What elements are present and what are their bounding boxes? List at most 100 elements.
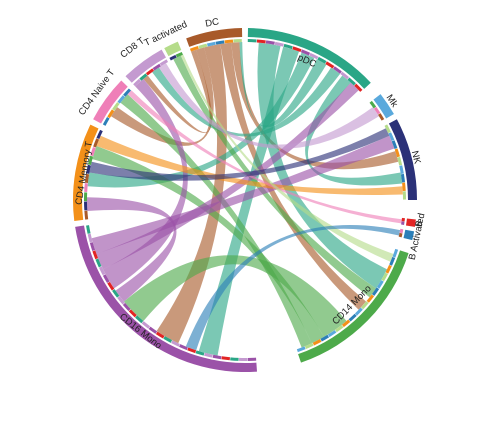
inner-ring-tick [402,191,406,200]
inner-ring-tick [340,71,350,80]
inner-ring-tick [381,272,388,282]
inner-ring-tick [88,155,94,165]
inner-ring-tick [171,340,180,347]
inner-ring-tick [389,256,396,266]
chord-ribbon-cd14-cd4m [92,145,324,344]
inner-ring-tick [296,346,306,353]
inner-ring-tick [233,39,242,43]
inner-ring-tick [122,302,131,312]
inner-ring-tick [102,116,110,126]
inner-ring-tick [98,266,106,276]
chord-ribbon-cd4m-nk [96,135,403,195]
inner-ring-tick [84,201,88,211]
inner-ring-tick [175,51,183,58]
inner-ring-tick [388,132,395,141]
inner-ring-tick [90,146,96,157]
segment-arc-cd14 [298,250,409,363]
chord-ribbon-cd16-cd4m [86,197,177,302]
inner-ring-tick [93,138,100,148]
chord-ribbon-cd16-cd8 [102,78,188,289]
inner-ring-tick [95,258,102,268]
inner-ring-tick [399,228,404,234]
segment-arc-cd16 [75,225,258,372]
chord-ribbon-nk-cd4m [89,128,390,181]
inner-ring-tick [247,357,257,361]
chord-ribbon-cd16-nk [91,135,395,255]
inner-ring-tick [84,173,90,183]
inner-ring-tick [169,54,177,61]
inner-ring-tick [145,68,155,76]
inner-ring-tick [327,330,337,338]
inner-ring-tick [392,248,399,258]
inner-ring-tick [148,326,158,334]
inner-ring-tick [112,102,120,111]
segment-arc-bact [403,229,415,241]
chord-ribbon-cd14-cd4n [120,94,312,348]
inner-ring-tick [247,39,257,43]
inner-ring-tick [399,165,404,174]
segment-arc-dc [186,28,243,47]
segment-arc-layer [72,28,417,372]
chord-ribbon-pdc-nk [305,75,403,186]
inner-ring-tick [141,321,151,329]
inner-ring-tick [366,294,375,303]
inner-ring-tick [341,319,351,328]
inner-ring-tick [283,43,293,50]
segment-arc-cd4n [93,80,128,124]
inner-ring-tick [238,357,248,361]
inner-ring-tick [304,342,314,349]
segment-arc-tact [164,41,182,57]
inner-ring-tick [394,148,400,158]
inner-ring-tick [128,309,137,318]
inner-ring-tick [274,41,284,47]
inner-ring-tick [360,301,369,310]
inner-ring-tick [300,49,311,56]
inner-ring-tick [347,77,356,86]
segment-arc-mk [373,94,394,119]
inner-ring-tick [159,59,169,67]
segment-arc-cd8 [125,49,166,83]
inner-ring-tick [133,78,142,87]
inner-ring-tick [373,106,381,115]
chord-ribbon-dc-cd16 [156,43,227,344]
inner-ring-tick [320,334,330,342]
inner-ring-tick [117,296,125,305]
chord-ribbon-pdc-cd4m [87,52,315,188]
chord-ribbon-cd14-cd16 [123,255,347,337]
inner-ring-tick [398,232,403,238]
inner-ring-tick [384,124,391,134]
inner-ring-tick [117,95,126,104]
inner-ring-tick [376,280,384,289]
inner-ring-tick [292,46,302,53]
inner-ring-tick [187,347,197,354]
segment-arc-b [405,218,416,227]
inner-ring-tick [221,356,231,361]
segment-label-tact: T activated [143,19,190,49]
chord-ribbon-cd16-pdc [96,82,359,270]
inner-ring-tick [256,39,266,44]
inner-ring-tick [317,56,327,64]
inner-ring-tick [335,325,344,333]
chord-ribbon-dc-cd4n [111,47,214,146]
inner-ring-tick [204,352,213,358]
inner-ring-tick [354,307,363,316]
segment-label-b: B [414,220,426,228]
inner-ring-tick [195,350,205,356]
inner-ring-tick [212,354,222,360]
inner-ring-tick [385,264,392,274]
inner-ring-tick [135,315,144,324]
inner-ring-tick [89,242,96,251]
inner-ring-tick [378,113,385,121]
inner-ring-tick [92,250,99,260]
inner-ring-tick [139,73,148,81]
inner-ring-tick [348,313,357,322]
inner-ring-tick [198,43,208,49]
inner-ring-layer [83,39,406,361]
inner-ring-tick [402,182,406,191]
chord-ribbon-pdc-cd14 [257,42,388,289]
inner-ring-tick [230,357,239,361]
inner-ring-tick [84,210,89,220]
inner-ring-tick [312,339,322,346]
inner-ring-tick [96,129,103,140]
inner-ring-tick [84,183,88,193]
